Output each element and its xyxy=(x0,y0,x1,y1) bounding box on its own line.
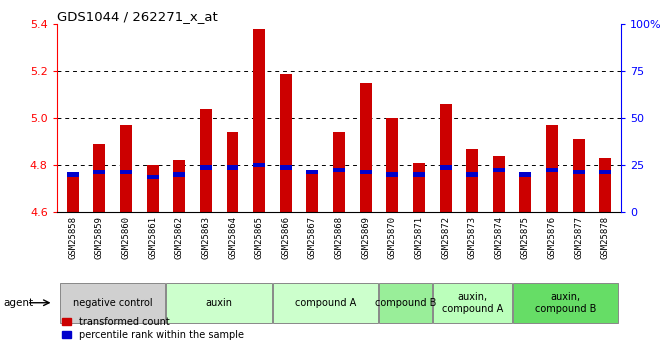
Text: auxin,
compound B: auxin, compound B xyxy=(534,292,596,314)
Bar xyxy=(273,283,378,324)
Text: GSM25868: GSM25868 xyxy=(335,216,343,259)
Bar xyxy=(67,172,79,177)
Bar xyxy=(440,165,452,170)
Text: GSM25874: GSM25874 xyxy=(494,216,503,259)
Text: GSM25861: GSM25861 xyxy=(148,216,157,259)
Bar xyxy=(433,283,512,324)
Bar xyxy=(280,73,292,212)
Bar xyxy=(599,158,611,212)
Bar xyxy=(379,283,432,324)
Bar xyxy=(94,144,106,212)
Bar xyxy=(413,163,425,212)
Bar xyxy=(280,165,292,170)
Text: GSM25859: GSM25859 xyxy=(95,216,104,259)
Text: GSM25873: GSM25873 xyxy=(468,216,477,259)
Bar xyxy=(173,160,185,212)
Bar xyxy=(572,170,584,174)
Bar xyxy=(60,283,166,324)
Bar xyxy=(166,283,272,324)
Bar xyxy=(386,118,398,212)
Text: GSM25862: GSM25862 xyxy=(175,216,184,259)
Bar xyxy=(333,132,345,212)
Bar xyxy=(512,283,618,324)
Text: GSM25876: GSM25876 xyxy=(548,216,556,259)
Bar xyxy=(493,156,505,212)
Bar xyxy=(147,165,158,212)
Bar xyxy=(520,175,531,212)
Text: GSM25875: GSM25875 xyxy=(521,216,530,259)
Bar xyxy=(546,168,558,172)
Bar xyxy=(359,83,371,212)
Text: GSM25871: GSM25871 xyxy=(414,216,424,259)
Bar xyxy=(226,165,238,170)
Bar xyxy=(147,175,158,179)
Text: GDS1044 / 262271_x_at: GDS1044 / 262271_x_at xyxy=(57,10,218,23)
Bar xyxy=(599,170,611,174)
Text: GSM25860: GSM25860 xyxy=(122,216,130,259)
Text: GSM25877: GSM25877 xyxy=(574,216,583,259)
Bar xyxy=(520,172,531,177)
Bar xyxy=(253,163,265,167)
Legend: transformed count, percentile rank within the sample: transformed count, percentile rank withi… xyxy=(61,317,244,340)
Bar xyxy=(253,29,265,212)
Text: GSM25864: GSM25864 xyxy=(228,216,237,259)
Text: negative control: negative control xyxy=(73,298,152,308)
Text: GSM25869: GSM25869 xyxy=(361,216,370,259)
Text: GSM25870: GSM25870 xyxy=(387,216,397,259)
Text: GSM25866: GSM25866 xyxy=(281,216,291,259)
Bar xyxy=(307,172,319,212)
Text: GSM25867: GSM25867 xyxy=(308,216,317,259)
Text: compound A: compound A xyxy=(295,298,356,308)
Text: GSM25863: GSM25863 xyxy=(201,216,210,259)
Bar xyxy=(173,172,185,177)
Text: auxin: auxin xyxy=(206,298,232,308)
Bar xyxy=(333,168,345,172)
Text: agent: agent xyxy=(3,298,33,308)
Bar xyxy=(359,170,371,174)
Bar xyxy=(307,170,319,174)
Bar xyxy=(200,165,212,170)
Bar xyxy=(572,139,584,212)
Bar xyxy=(546,125,558,212)
Text: GSM25878: GSM25878 xyxy=(601,216,610,259)
Bar xyxy=(226,132,238,212)
Bar xyxy=(386,172,398,177)
Bar xyxy=(440,104,452,212)
Text: GSM25872: GSM25872 xyxy=(441,216,450,259)
Bar xyxy=(466,149,478,212)
Text: auxin,
compound A: auxin, compound A xyxy=(442,292,503,314)
Bar xyxy=(200,109,212,212)
Bar xyxy=(120,170,132,174)
Bar xyxy=(493,168,505,172)
Text: GSM25858: GSM25858 xyxy=(68,216,77,259)
Bar xyxy=(67,177,79,212)
Bar xyxy=(120,125,132,212)
Bar xyxy=(413,172,425,177)
Bar xyxy=(94,170,106,174)
Bar xyxy=(466,172,478,177)
Text: compound B: compound B xyxy=(375,298,436,308)
Text: GSM25865: GSM25865 xyxy=(255,216,264,259)
